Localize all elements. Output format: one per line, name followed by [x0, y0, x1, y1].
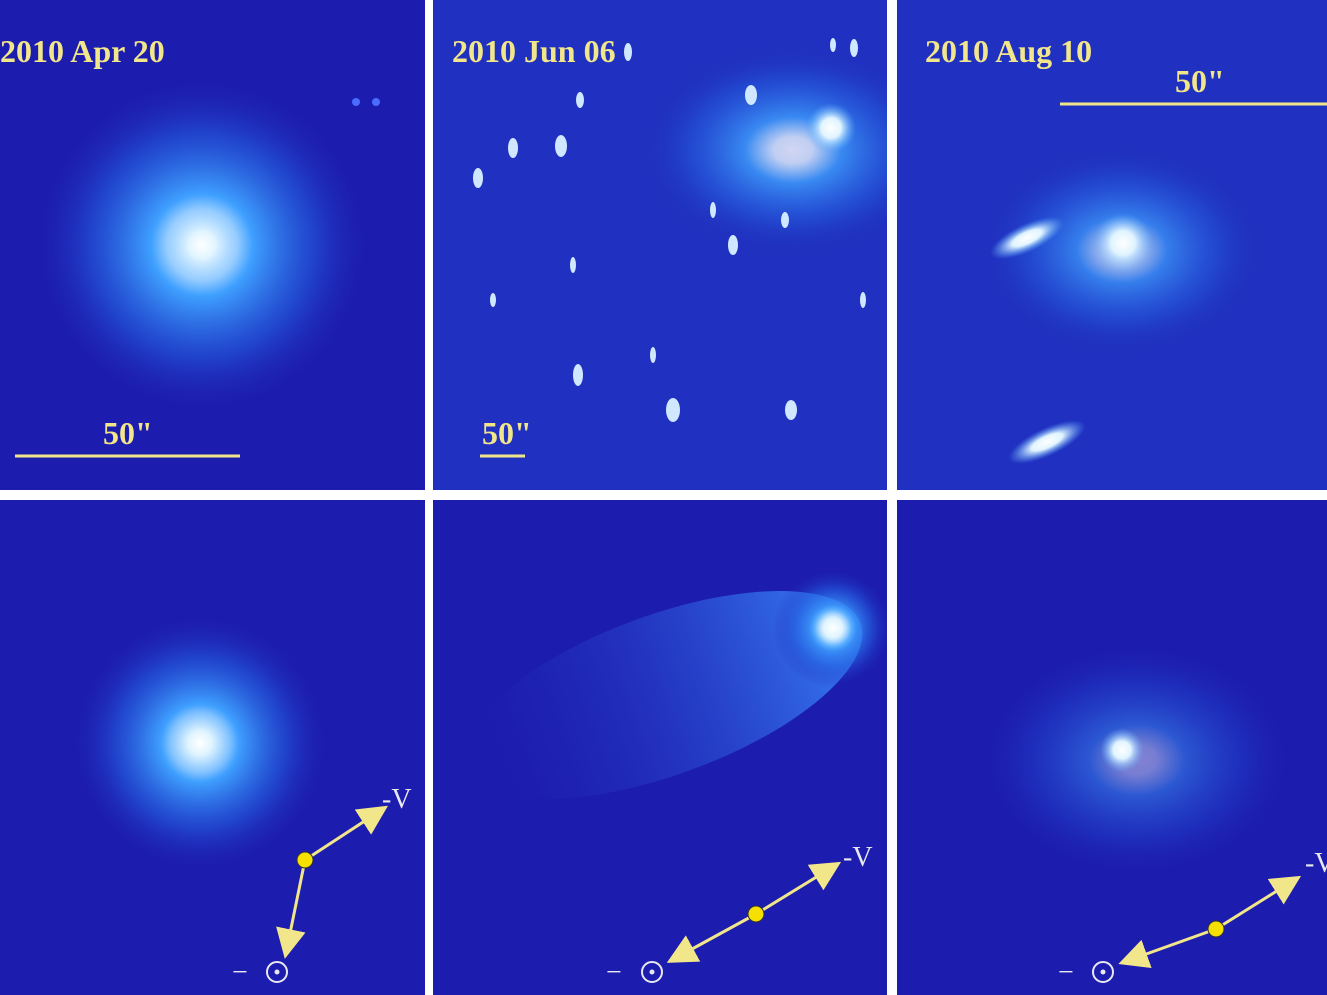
scale-label: 50"	[103, 415, 153, 451]
velocity-label: -V	[1305, 848, 1327, 879]
sun-label: −	[606, 957, 622, 988]
direction-indicator: -V −	[1058, 848, 1327, 988]
date-label: 2010 Aug 10	[925, 33, 1092, 69]
sun-label: −	[232, 957, 248, 988]
panel-jun-top	[433, 0, 887, 490]
scale-label: 50"	[1175, 63, 1225, 99]
date-label: 2010 Jun 06	[452, 33, 616, 69]
panel-aug-top	[897, 0, 1327, 490]
direction-indicator: -V −	[232, 784, 412, 988]
panel-apr-top	[0, 0, 425, 490]
panel-jun-bottom	[433, 500, 887, 995]
direction-indicator: -V −	[606, 842, 873, 988]
sun-label: −	[1058, 957, 1074, 988]
panel-apr-bottom	[0, 500, 425, 995]
date-label: 2010 Apr 20	[0, 33, 165, 69]
velocity-label: -V	[843, 842, 873, 873]
scale-label: 50"	[482, 415, 532, 451]
panel-aug-bottom	[897, 500, 1327, 995]
velocity-label: -V	[382, 784, 412, 815]
